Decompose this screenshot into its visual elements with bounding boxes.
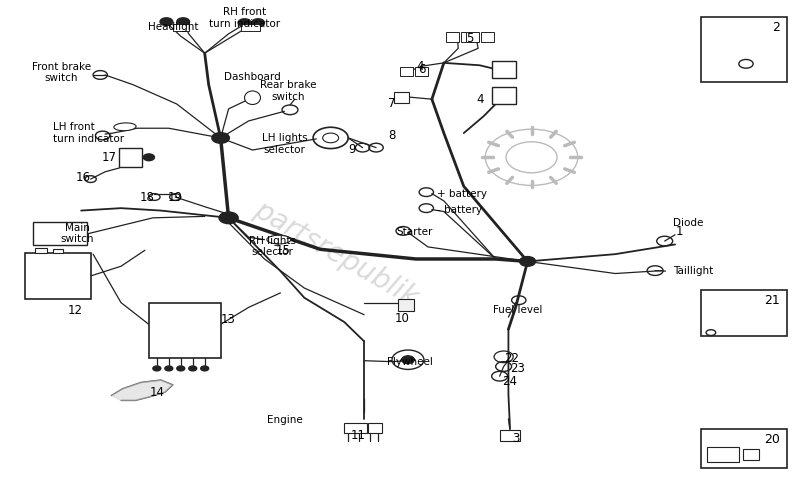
Text: Rear brake
switch: Rear brake switch xyxy=(260,80,317,102)
Circle shape xyxy=(519,257,535,266)
Circle shape xyxy=(201,366,209,371)
Text: RH front
turn indicator: RH front turn indicator xyxy=(209,7,280,29)
Text: 2: 2 xyxy=(773,20,780,34)
Text: 9: 9 xyxy=(349,142,356,156)
Ellipse shape xyxy=(114,123,136,131)
Bar xyxy=(35,248,47,253)
Ellipse shape xyxy=(267,235,290,244)
Text: Headlight: Headlight xyxy=(147,22,198,32)
Text: Starter: Starter xyxy=(396,227,432,237)
Circle shape xyxy=(402,356,414,364)
Bar xyxy=(34,222,87,245)
Text: Main
switch: Main switch xyxy=(60,223,94,244)
Text: 3: 3 xyxy=(512,432,519,445)
Text: 23: 23 xyxy=(510,363,526,375)
Bar xyxy=(492,61,515,79)
Text: 16: 16 xyxy=(76,171,91,184)
Text: Front brake
switch: Front brake switch xyxy=(32,62,90,83)
Text: 5: 5 xyxy=(466,32,473,45)
Text: 7: 7 xyxy=(388,97,396,109)
Text: 22: 22 xyxy=(504,352,519,365)
Bar xyxy=(466,32,479,42)
Text: 20: 20 xyxy=(765,433,780,447)
Text: 4: 4 xyxy=(476,93,483,106)
Bar xyxy=(702,290,786,337)
Text: 24: 24 xyxy=(502,374,517,387)
Ellipse shape xyxy=(245,91,261,104)
Circle shape xyxy=(153,366,161,371)
Circle shape xyxy=(189,366,197,371)
Bar xyxy=(500,430,519,441)
Text: 17: 17 xyxy=(102,151,117,164)
Text: Diode: Diode xyxy=(674,218,704,228)
Bar xyxy=(492,87,515,104)
Bar xyxy=(398,299,414,311)
Text: 19: 19 xyxy=(168,190,182,203)
Text: 15: 15 xyxy=(275,244,290,257)
Circle shape xyxy=(219,212,238,224)
Polygon shape xyxy=(111,380,173,401)
Text: 10: 10 xyxy=(395,311,410,325)
Text: Dashboard: Dashboard xyxy=(224,72,281,82)
Text: 8: 8 xyxy=(388,128,396,142)
Bar xyxy=(119,147,142,167)
Bar xyxy=(344,423,366,433)
Text: partsrepublik: partsrepublik xyxy=(250,196,423,312)
Circle shape xyxy=(177,366,185,371)
Circle shape xyxy=(177,18,190,25)
Circle shape xyxy=(212,133,230,143)
Circle shape xyxy=(252,19,265,26)
Bar xyxy=(241,23,261,31)
Text: Flywheel: Flywheel xyxy=(386,357,433,367)
Text: Engine: Engine xyxy=(266,415,302,425)
Text: LH lights
selector: LH lights selector xyxy=(262,133,307,155)
Text: 18: 18 xyxy=(140,190,154,203)
Text: 13: 13 xyxy=(221,313,236,326)
Bar xyxy=(394,92,409,102)
Bar xyxy=(702,17,786,82)
Text: 1: 1 xyxy=(675,225,682,238)
Bar xyxy=(368,423,382,433)
Bar xyxy=(149,303,221,358)
Text: 12: 12 xyxy=(68,305,83,317)
Bar xyxy=(54,249,62,253)
Bar xyxy=(26,253,90,299)
Text: LH front
turn indicator: LH front turn indicator xyxy=(54,122,124,144)
Text: 4: 4 xyxy=(416,60,424,73)
Circle shape xyxy=(238,19,251,26)
Bar xyxy=(415,67,428,77)
Text: - battery: - battery xyxy=(438,204,482,215)
Text: + battery: + battery xyxy=(438,189,487,199)
Text: 6: 6 xyxy=(418,62,426,76)
Circle shape xyxy=(160,18,173,25)
Bar xyxy=(400,67,413,77)
Text: Taillight: Taillight xyxy=(674,266,714,276)
Text: 21: 21 xyxy=(765,294,780,307)
Bar xyxy=(446,32,459,42)
Text: RH lights
selector: RH lights selector xyxy=(249,236,296,257)
Bar xyxy=(707,447,739,463)
Text: Fuel level: Fuel level xyxy=(493,305,542,315)
Bar xyxy=(482,32,494,42)
Bar xyxy=(173,23,189,31)
Text: 14: 14 xyxy=(150,386,164,399)
Circle shape xyxy=(143,154,154,161)
Bar xyxy=(702,429,786,468)
Bar xyxy=(743,449,758,460)
Text: 11: 11 xyxy=(351,429,366,442)
Circle shape xyxy=(165,366,173,371)
Bar xyxy=(462,32,474,42)
